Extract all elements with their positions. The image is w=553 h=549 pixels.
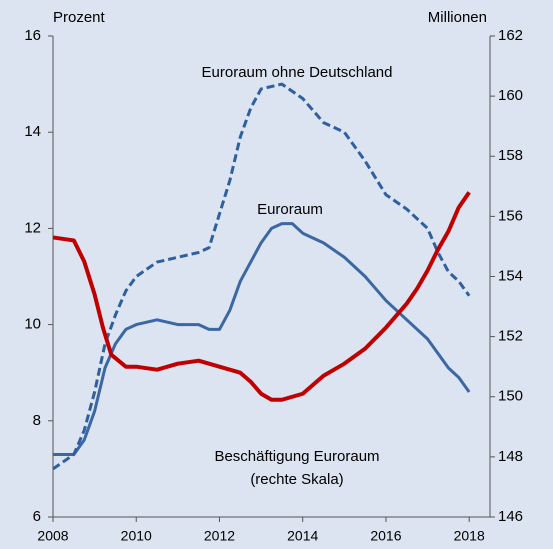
y-tick-label: 10	[24, 316, 41, 333]
y2-tick-label: 162	[498, 27, 523, 44]
series-line	[52, 82, 471, 471]
x-tick-label: 2010	[121, 528, 152, 544]
y2-tick-label: 148	[498, 448, 523, 465]
y2-tick-label: 150	[498, 388, 523, 405]
annotation: Beschäftigung Euroraum	[214, 448, 379, 465]
y2-tick-label: 152	[498, 328, 523, 345]
series-line	[52, 191, 471, 402]
y-axis-title: Prozent	[53, 9, 106, 26]
x-tick-label: 2012	[204, 528, 235, 544]
y2-tick-label: 160	[498, 87, 523, 104]
y2-tick-label: 156	[498, 207, 523, 224]
annotation: Euroraum ohne Deutschland	[202, 64, 393, 81]
annotation: Euroraum	[257, 201, 323, 218]
y-tick-label: 6	[33, 508, 41, 525]
y-tick-label: 14	[24, 123, 41, 140]
series-line	[53, 222, 471, 456]
y2-tick-label: 158	[498, 147, 523, 164]
x-tick-label: 2018	[454, 528, 485, 544]
annotation: (rechte Skala)	[250, 471, 343, 488]
y2-axis-title: Millionen	[428, 9, 487, 26]
x-tick-label: 2014	[287, 528, 318, 544]
y2-tick-label: 146	[498, 508, 523, 525]
y-tick-label: 8	[33, 412, 41, 429]
y-tick-label: 12	[24, 219, 41, 236]
y2-tick-label: 154	[498, 267, 523, 284]
x-tick-label: 2008	[37, 528, 68, 544]
x-tick-label: 2016	[370, 528, 401, 544]
y-tick-label: 16	[24, 27, 41, 44]
